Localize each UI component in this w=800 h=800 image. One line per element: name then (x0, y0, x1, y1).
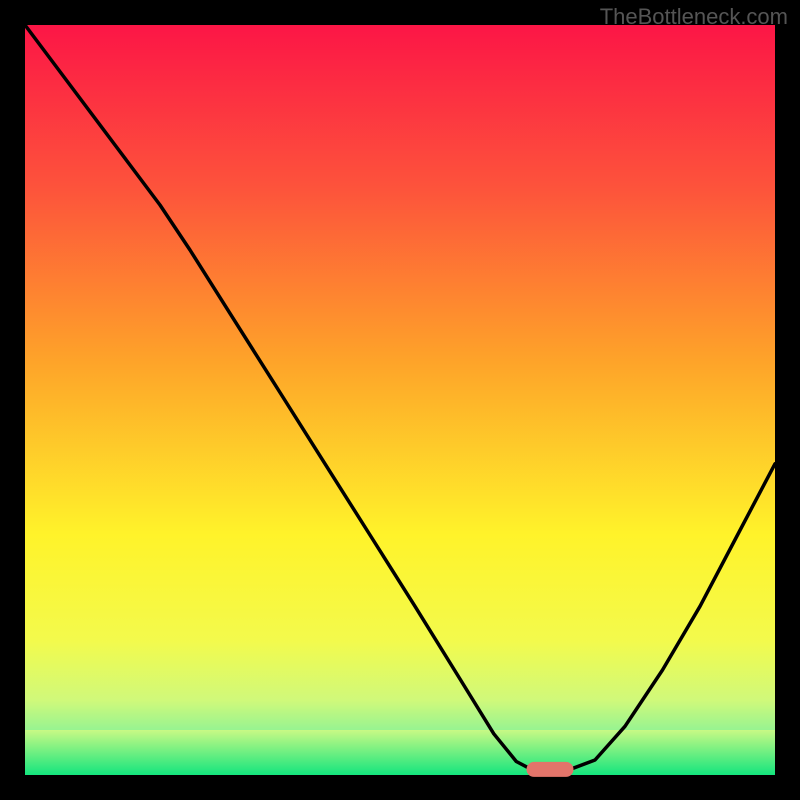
plot-area (25, 25, 775, 775)
watermark-text: TheBottleneck.com (600, 4, 788, 30)
chart-container: TheBottleneck.com (0, 0, 800, 800)
